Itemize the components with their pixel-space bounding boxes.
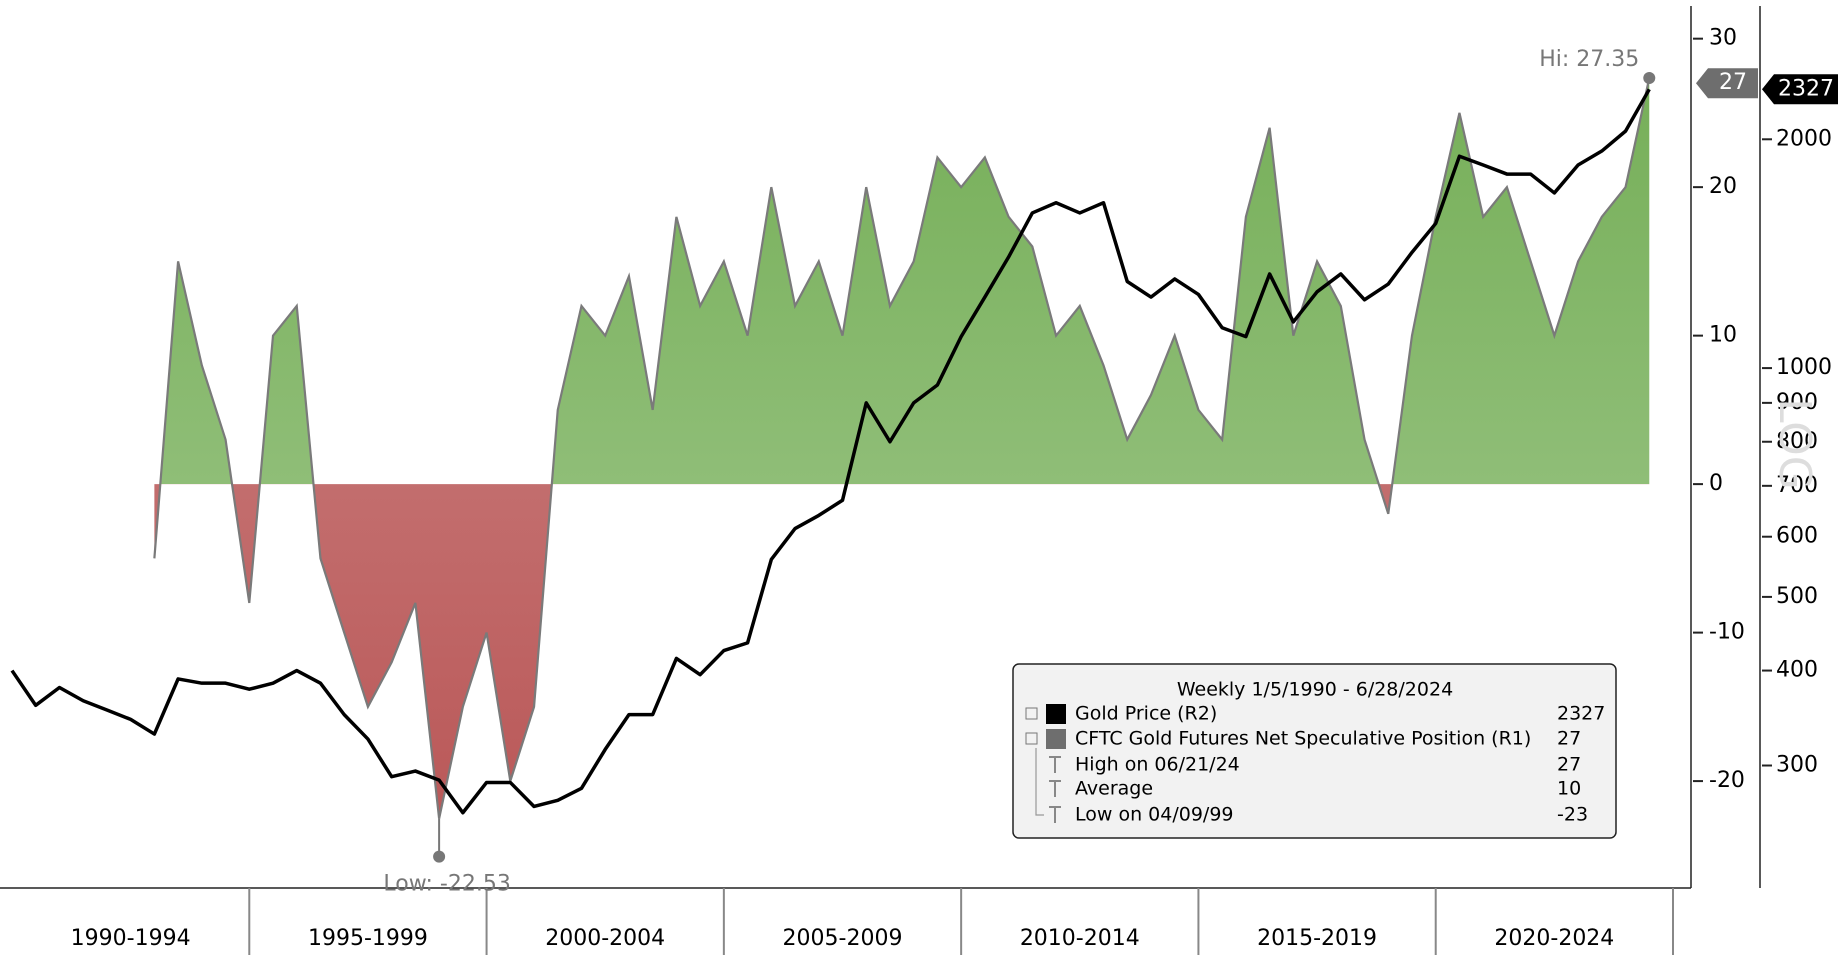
legend-label: Gold Price (R2) [1075,703,1217,725]
r2-tag-shape [1762,74,1838,105]
y2-tick-label: 300 [1776,753,1818,778]
low-label: Low: -22.53 [383,872,510,897]
r1-tag-label: 27 [1719,70,1747,95]
low-marker [433,850,446,863]
x-tick-label: 2010-2014 [1020,926,1140,951]
legend-label: CFTC Gold Futures Net Speculative Positi… [1075,728,1531,750]
y-tick-label: 10 [1709,323,1737,348]
x-tick-label: 2015-2019 [1257,926,1377,951]
x-tick-label: 1995-1999 [308,926,428,951]
position-line [153,77,1651,819]
gold-line [10,88,1651,815]
legend-stat-icon [1049,780,1061,797]
y2-tick-label: 2000 [1776,126,1832,151]
y-tick-label: 20 [1709,174,1737,199]
legend-tree [1035,748,1044,816]
high-marker [1643,72,1656,85]
y-tick-label: -20 [1709,768,1745,793]
y2-tick-label: 400 [1776,658,1818,683]
legend-stat-label: Average [1075,778,1153,800]
y2-tick-label: 500 [1776,584,1818,609]
y-tick-label: -10 [1709,620,1745,645]
x-tick-label: 2005-2009 [783,926,903,951]
y2-tick-label: 900 [1776,390,1818,415]
high-label: Hi: 27.35 [1539,47,1639,72]
y2-tick-label: 700 [1776,473,1818,498]
legend-stat-value: -23 [1557,804,1588,826]
x-tick-label: 2000-2004 [545,926,665,951]
legend-value: 2327 [1557,703,1605,725]
legend-box [1012,663,1617,839]
y2-tick-label: 1000 [1776,355,1832,380]
x-tick-label: 1990-1994 [71,926,191,951]
legend-stat-label: High on 06/21/24 [1075,754,1240,776]
legend-value: 27 [1557,728,1581,750]
legend-stat-value: 27 [1557,754,1581,776]
legend-expander [1025,707,1038,720]
legend-title: Weekly 1/5/1990 - 6/28/2024 [1177,679,1453,701]
y2-tick-label: 600 [1776,524,1818,549]
y-tick-label: 30 [1709,26,1737,51]
legend-stat-label: Low on 04/09/99 [1075,804,1234,826]
r1-tag-shape [1696,68,1758,99]
legend-stat-icon [1049,756,1061,773]
position-area [154,78,1650,819]
legend-stat-value: 10 [1557,778,1581,800]
legend-expander [1025,732,1038,745]
y-tick-label: 0 [1709,471,1723,496]
x-tick-label: 2020-2024 [1494,926,1614,951]
scale-annotation: LOG [1769,398,1820,490]
legend-stat-icon [1049,806,1061,823]
y2-tick-label: 800 [1776,429,1818,454]
r2-tag-label: 2327 [1778,76,1834,101]
legend-swatch [1046,729,1066,749]
legend-swatch [1046,704,1066,724]
